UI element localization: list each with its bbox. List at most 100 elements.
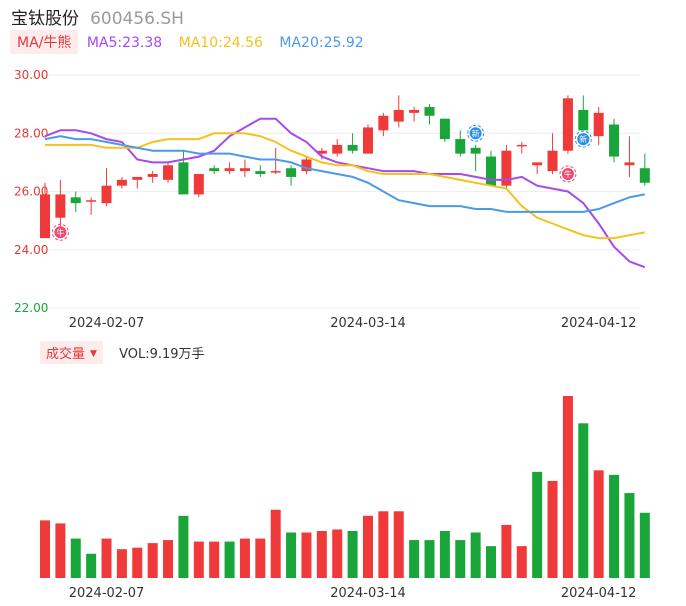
candle-body [578, 109, 589, 131]
volume-bar [347, 530, 358, 578]
candle-body [147, 174, 158, 177]
candle-body [332, 144, 343, 154]
ma10-legend: MA10:24.56 [178, 35, 263, 51]
ma20-line [44, 135, 645, 213]
caret-down-icon: ▼ [90, 349, 97, 359]
bull-signal-badge [561, 168, 574, 181]
volume-bar [40, 520, 50, 578]
volume-bar [424, 540, 435, 578]
bull-signal-label: 牛 [564, 169, 572, 179]
candle-body [70, 197, 81, 204]
volume-date-tick-label: 2024-03-14 [330, 586, 406, 601]
volume-header: 成交量 ▼ VOL:9.19万手 [40, 341, 205, 364]
candle-body [316, 150, 327, 154]
stock-header: 宝钛股份 600456.SH [11, 4, 184, 29]
ma5-legend: MA5:23.38 [86, 35, 163, 51]
price-tick-label: 30.00 [14, 68, 48, 82]
new-signal-badge [577, 133, 590, 146]
candle-body [439, 118, 450, 140]
date-tick-label: 2024-04-12 [561, 316, 637, 331]
stock-name: 宝钛股份 [11, 9, 79, 29]
candle-body [362, 127, 373, 154]
price-tick-label: 22.00 [14, 301, 48, 315]
volume-indicator-dropdown[interactable]: 成交量 ▼ [40, 341, 103, 364]
bull-signal-ring [559, 165, 577, 183]
volume-bar [116, 549, 127, 578]
volume-date-tick-label: 2024-02-07 [69, 586, 145, 601]
candle-body [562, 98, 573, 151]
candle-body [532, 162, 543, 166]
candle-body [286, 168, 297, 177]
date-tick-label: 2024-03-14 [330, 316, 406, 331]
ma20-legend: MA20:25.92 [279, 35, 364, 51]
volume-bar [86, 553, 97, 578]
volume-bar [578, 423, 589, 578]
volume-bar [286, 532, 297, 578]
bull-signal-ring [51, 223, 69, 241]
volume-bar [486, 546, 497, 578]
candle-body [255, 171, 266, 175]
candle-body [624, 162, 635, 166]
price-tick-label: 24.00 [14, 243, 48, 257]
candle-body [547, 150, 558, 172]
candle-body [378, 115, 389, 131]
volume-bar [255, 538, 266, 578]
ma-bull-bear-button[interactable]: MA/牛熊 [10, 30, 79, 54]
volume-bar [332, 529, 343, 578]
volume-bar [378, 511, 389, 578]
candle-body [55, 194, 66, 218]
candle-body [193, 174, 204, 195]
ma-legend: MA/牛熊 MA5:23.38 MA10:24.56 MA20:25.92 [10, 30, 376, 54]
volume-bar [147, 543, 158, 578]
volume-bar [639, 512, 650, 578]
volume-bar [547, 480, 558, 578]
price-tick-label: 28.00 [14, 126, 48, 140]
volume-bar [532, 471, 543, 578]
candle-body [455, 139, 466, 154]
volume-bar [501, 524, 512, 578]
volume-bar [624, 493, 635, 578]
candle-body [470, 147, 481, 154]
new-signal-label: 新 [472, 128, 480, 138]
volume-bar [178, 515, 189, 578]
candle-body [40, 194, 50, 239]
candle-body [486, 156, 497, 186]
volume-bar [70, 538, 81, 578]
volume-bar [270, 509, 281, 578]
volume-bar [209, 541, 220, 578]
volume-bar [362, 515, 373, 578]
volume-bar [132, 547, 143, 578]
candle-body [239, 168, 250, 172]
candle-body [347, 144, 358, 151]
volume-bar [163, 540, 174, 578]
ma10-line [45, 132, 645, 240]
new-signal-badge [469, 127, 482, 140]
candle-body [501, 150, 512, 186]
volume-bar [562, 396, 573, 578]
volume-bar [101, 538, 112, 578]
candle-body [163, 165, 174, 180]
volume-date-tick-label: 2024-04-12 [561, 586, 637, 601]
volume-bar [409, 540, 420, 578]
volume-bar [316, 530, 327, 578]
volume-bar [516, 546, 527, 578]
volume-bar [393, 511, 404, 578]
candle-body [101, 185, 112, 204]
candle-body [409, 109, 420, 113]
bull-signal-label: 牛 [56, 227, 64, 237]
candle-body [301, 159, 312, 172]
volume-bar [439, 530, 450, 578]
candle-body [178, 162, 189, 195]
candle-body [86, 200, 97, 202]
new-signal-ring [574, 130, 592, 148]
candle-body [224, 168, 235, 172]
volume-bar [470, 532, 481, 578]
new-signal-label: 新 [579, 134, 587, 144]
volume-bar [239, 538, 250, 578]
volume-bar [455, 540, 466, 578]
volume-bar [609, 474, 620, 578]
candle-body [132, 176, 143, 180]
stock-code: 600456.SH [90, 9, 184, 29]
volume-bar [55, 523, 66, 578]
